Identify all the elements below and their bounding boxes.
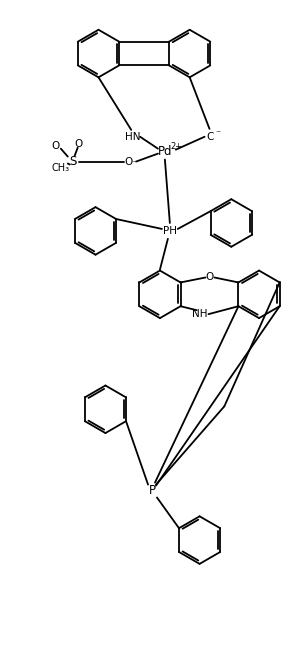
Text: P: P xyxy=(149,484,156,497)
Text: O: O xyxy=(52,141,60,151)
Text: 2+: 2+ xyxy=(171,142,183,151)
Text: PH: PH xyxy=(163,226,177,236)
Text: C: C xyxy=(207,132,214,142)
Text: HN: HN xyxy=(126,132,141,142)
Text: CH₃: CH₃ xyxy=(52,164,70,173)
Text: Pd: Pd xyxy=(158,145,172,158)
Text: O: O xyxy=(124,156,132,167)
Text: O: O xyxy=(75,139,83,149)
Text: ⁻: ⁻ xyxy=(132,159,137,168)
Text: NH: NH xyxy=(192,309,207,319)
Text: S: S xyxy=(69,155,76,168)
Text: O: O xyxy=(205,273,214,283)
Text: ⁻: ⁻ xyxy=(215,129,220,139)
